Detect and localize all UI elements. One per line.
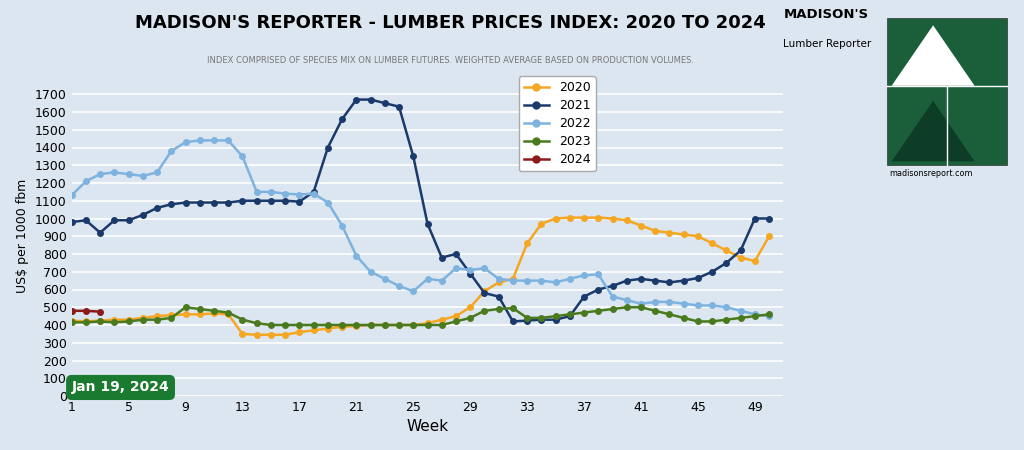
Bar xyxy=(887,18,1007,165)
Text: MADISON'S REPORTER - LUMBER PRICES INDEX: 2020 TO 2024: MADISON'S REPORTER - LUMBER PRICES INDEX… xyxy=(135,14,766,32)
Text: Jan 19, 2024: Jan 19, 2024 xyxy=(72,381,169,395)
Legend: 2020, 2021, 2022, 2023, 2024: 2020, 2021, 2022, 2023, 2024 xyxy=(519,76,596,171)
X-axis label: Week: Week xyxy=(407,419,449,434)
Polygon shape xyxy=(892,101,975,162)
Polygon shape xyxy=(892,25,975,86)
Text: madisonsreport.com: madisonsreport.com xyxy=(889,169,973,178)
Y-axis label: US$ per 1000 fbm: US$ per 1000 fbm xyxy=(16,179,30,293)
Text: Lumber Reporter: Lumber Reporter xyxy=(783,39,871,49)
Text: INDEX COMPRISED OF SPECIES MIX ON LUMBER FUTURES. WEIGHTED AVERAGE BASED ON PROD: INDEX COMPRISED OF SPECIES MIX ON LUMBER… xyxy=(207,56,694,65)
Text: MADISON'S: MADISON'S xyxy=(783,8,868,21)
